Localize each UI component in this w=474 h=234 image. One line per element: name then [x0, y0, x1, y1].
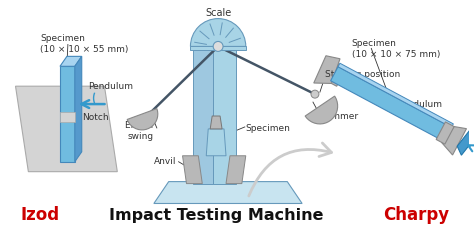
Polygon shape [191, 46, 246, 50]
Text: Notch: Notch [82, 113, 109, 122]
Wedge shape [191, 18, 246, 46]
Polygon shape [60, 112, 75, 122]
Text: End of
swing: End of swing [125, 121, 154, 141]
Polygon shape [328, 64, 346, 86]
Polygon shape [60, 66, 75, 162]
Text: Pendulum: Pendulum [88, 82, 133, 91]
Circle shape [213, 41, 223, 51]
Polygon shape [441, 127, 466, 155]
Text: Anvil: Anvil [154, 157, 177, 166]
Polygon shape [210, 116, 222, 129]
Polygon shape [314, 56, 340, 84]
Polygon shape [305, 96, 337, 124]
Text: Hammer: Hammer [319, 112, 358, 121]
Polygon shape [182, 156, 202, 184]
FancyArrowPatch shape [249, 143, 331, 196]
Polygon shape [154, 182, 302, 204]
Polygon shape [127, 109, 158, 130]
Polygon shape [16, 86, 117, 172]
Text: Scale: Scale [205, 8, 231, 18]
Text: Charpy: Charpy [383, 206, 449, 224]
Text: Specimen: Specimen [246, 124, 291, 133]
Text: Izod: Izod [21, 206, 60, 224]
Polygon shape [331, 67, 451, 141]
Text: Specimen
(10 × 10 × 55 mm): Specimen (10 × 10 × 55 mm) [40, 34, 128, 54]
Polygon shape [457, 129, 474, 155]
Circle shape [311, 90, 319, 98]
Polygon shape [60, 56, 82, 66]
Polygon shape [338, 63, 453, 127]
Polygon shape [206, 129, 226, 156]
Text: Specimen
(10 × 10 × 75 mm): Specimen (10 × 10 × 75 mm) [352, 40, 440, 59]
Text: Starting position: Starting position [325, 70, 400, 79]
Polygon shape [226, 156, 246, 184]
Polygon shape [193, 49, 213, 184]
Polygon shape [75, 56, 82, 162]
Polygon shape [436, 122, 454, 144]
Text: Impact Testing Machine: Impact Testing Machine [109, 208, 323, 223]
Text: Pendulum: Pendulum [397, 100, 442, 109]
Polygon shape [213, 49, 236, 184]
